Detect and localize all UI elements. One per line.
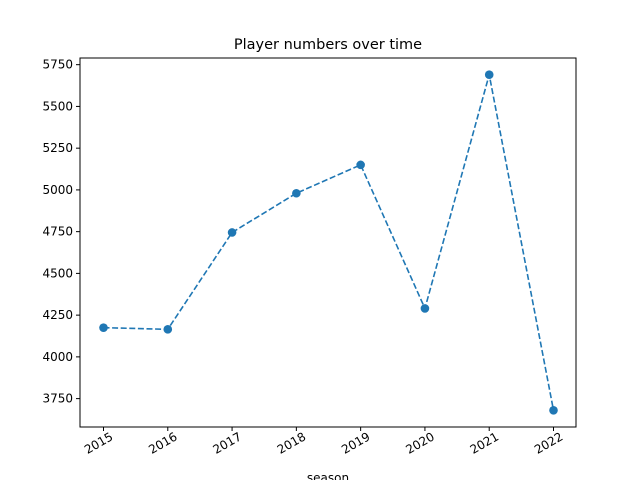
y-tick-label: 4000	[42, 350, 73, 364]
y-tick-label: 5500	[42, 99, 73, 113]
y-tick-label: 4500	[42, 266, 73, 280]
data-point-2018	[292, 188, 301, 198]
y-tick-label: 5000	[42, 183, 73, 197]
series-line	[103, 74, 555, 411]
x-tick-label: 2020	[403, 429, 436, 456]
data-point-2015	[99, 323, 108, 332]
x-tick-label: 2015	[82, 429, 115, 456]
data-point-2021	[484, 70, 494, 79]
x-tick-label: 2019	[339, 429, 372, 456]
y-tick-label: 4250	[42, 308, 73, 322]
data-point-2016	[163, 325, 173, 334]
data-point-2017	[227, 228, 237, 237]
y-tick-label: 4750	[42, 225, 73, 239]
x-tick-label: 2017	[211, 429, 244, 456]
y-tick-label: 5250	[42, 141, 73, 155]
x-tick-label: 2016	[146, 429, 179, 456]
x-tick-label: 2021	[468, 429, 501, 456]
y-tick-label: 5750	[42, 58, 73, 72]
x-axis-label: season	[307, 471, 349, 480]
y-axis: 3750 4000 4250 4500 4750 5000 5250 5500 5750	[42, 58, 80, 406]
chart-title: Player numbers over time	[234, 37, 422, 53]
data-point-2020	[420, 304, 430, 313]
y-tick-label: 3750	[42, 392, 73, 406]
x-axis: 2015 2016 2017 2018 2019 2020 2021 2022	[82, 427, 565, 457]
x-tick-label: 2018	[275, 429, 308, 456]
x-tick-label: 2022	[532, 429, 565, 456]
axes-frame	[79, 57, 577, 428]
data-point-2019	[356, 160, 365, 170]
plot-area	[99, 70, 558, 415]
data-point-2022	[549, 406, 558, 415]
